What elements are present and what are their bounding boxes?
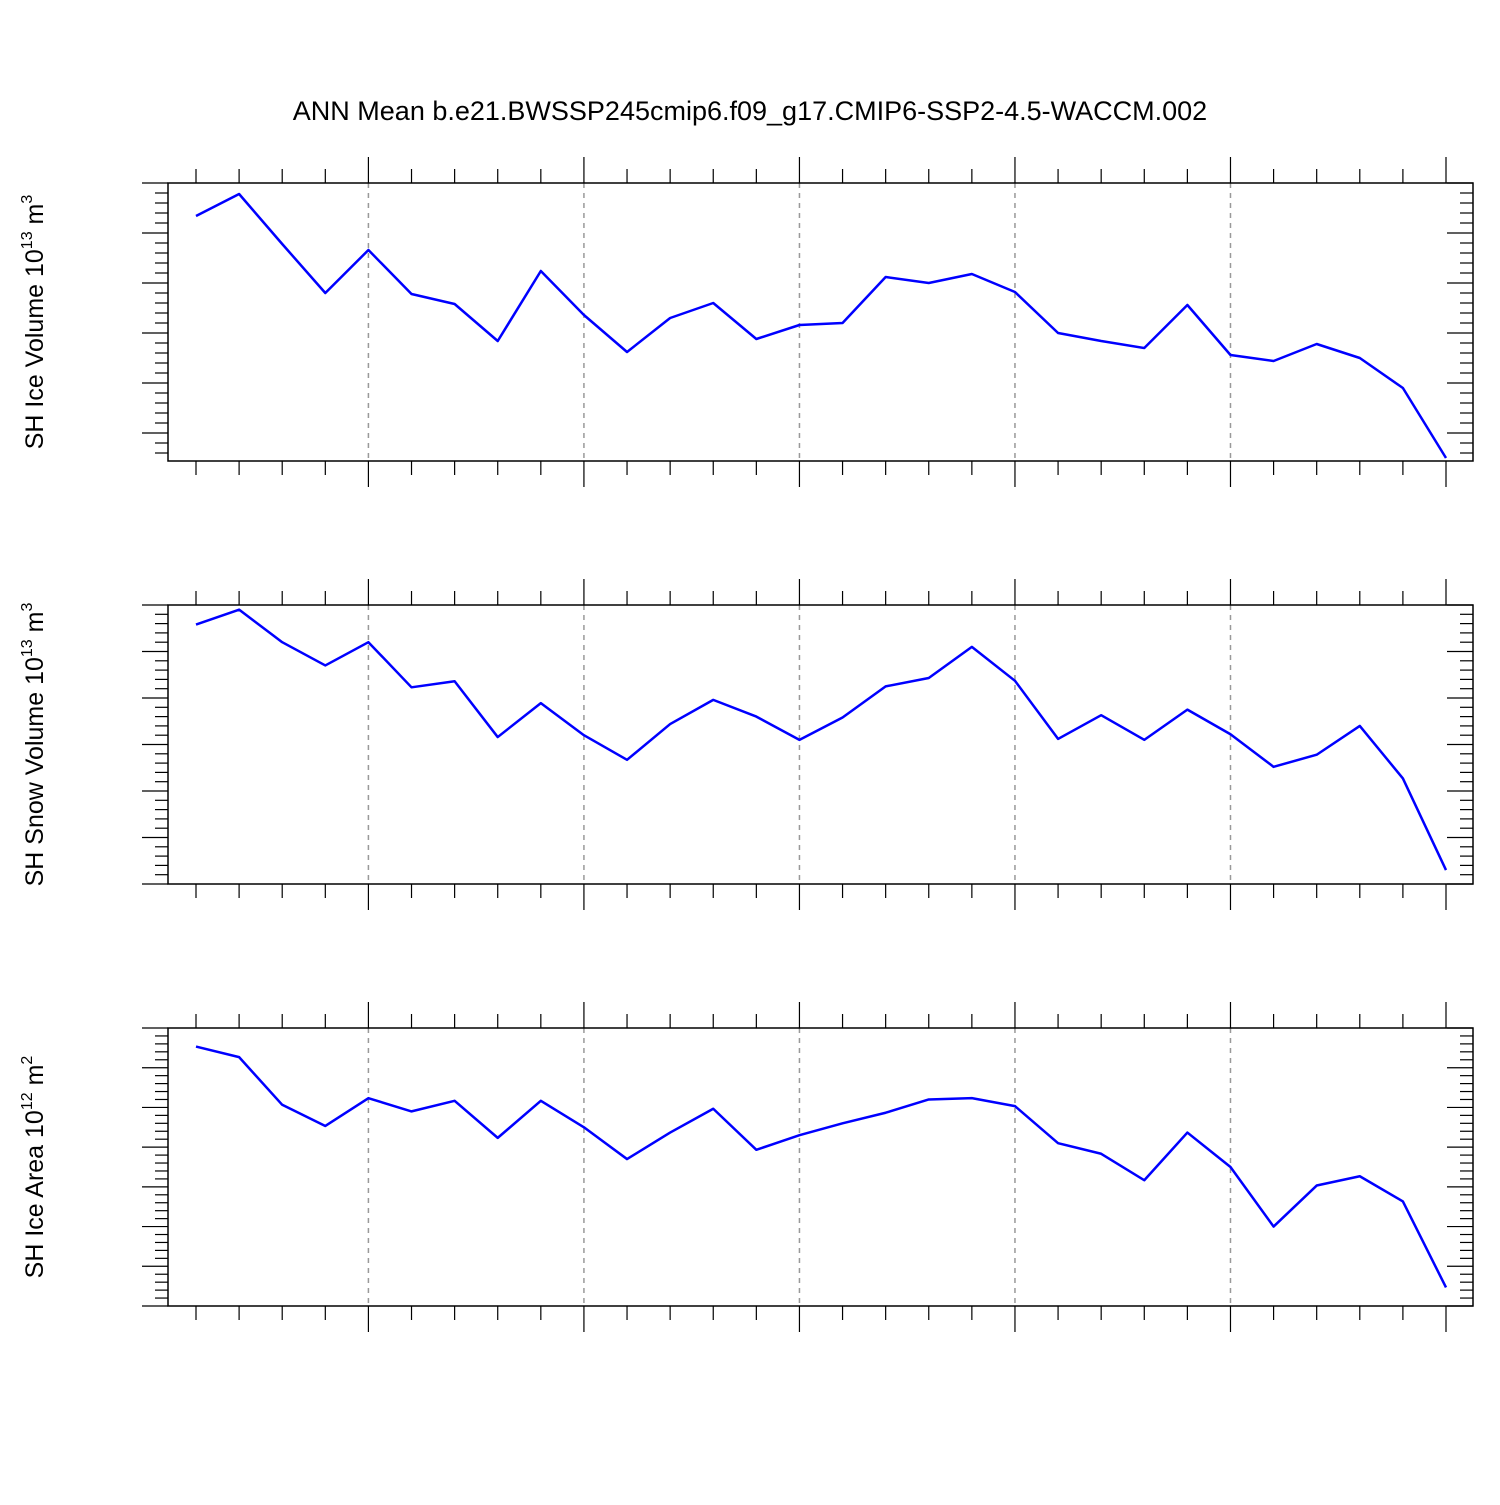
y-axis-label-part: SH Ice Area 10 [21,1110,49,1278]
y-axis-label-superscript: 3 [19,603,36,612]
y-axis-label-superscript: 2 [19,1056,36,1065]
y-axis-label-part: m [21,1065,49,1093]
plot-frame [167,604,1474,885]
figure-title: ANN Mean b.e21.BWSSP245cmip6.f09_g17.CMI… [293,96,1207,126]
y-axis-label: SH Ice Volume 1013 m3 [19,195,49,450]
series-line [195,192,1448,459]
y-axis-label-part: SH Ice Volume 10 [21,249,49,449]
series-line [195,1045,1448,1289]
y-axis-label: SH Ice Area 1012 m2 [19,1056,49,1279]
plot-frame [167,1027,1474,1307]
plot-frame [167,182,1474,462]
y-axis-label-part: SH Snow Volume 10 [21,657,49,886]
y-axis-label-superscript: 13 [19,231,36,249]
y-axis-label-superscript: 13 [19,639,36,657]
y-axis-label-superscript: 3 [19,195,36,204]
series-line [195,608,1448,871]
y-axis-label-part: m [21,204,49,232]
y-axis-label-part: m [21,612,49,640]
y-axis-label: SH Snow Volume 1013 m3 [19,603,49,887]
y-axis-label-superscript: 12 [19,1092,36,1110]
